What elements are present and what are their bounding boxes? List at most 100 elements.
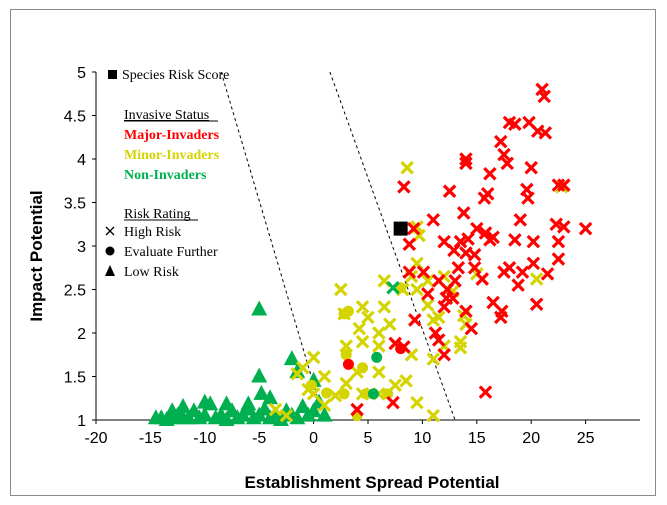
minor-invader-evaluate-point — [340, 349, 352, 361]
major-invader-high-risk-point — [521, 191, 535, 205]
y-tick-label: 3 — [77, 239, 86, 256]
major-invader-high-risk-point — [448, 274, 462, 288]
legend-rating-item: High Risk — [124, 225, 181, 240]
minor-invader-high-risk-point — [382, 317, 397, 332]
major-invader-high-risk-point — [486, 295, 500, 310]
x-tick-label: 25 — [577, 430, 595, 447]
major-invader-high-risk-point — [402, 237, 417, 252]
x-tick-label: 5 — [364, 430, 373, 447]
minor-invader-high-risk-point — [529, 272, 544, 286]
major-invader-high-risk-point — [551, 234, 566, 249]
minor-invader-high-risk-point — [453, 341, 468, 355]
major-invader-high-risk-point — [526, 234, 541, 249]
non-invader-low-risk-point — [283, 350, 300, 366]
legend-status-title: Invasive Status — [124, 108, 209, 123]
non-invader-low-risk-point — [251, 300, 268, 316]
minor-invader-high-risk-point — [399, 374, 413, 388]
legend-rating-title: Risk Rating — [124, 207, 191, 222]
major-invader-high-risk-point — [500, 156, 515, 171]
major-invader-high-risk-point — [459, 304, 473, 319]
non-invader-low-risk-point — [316, 406, 333, 422]
non-invader-low-risk-point — [289, 363, 306, 379]
x-tick-label: -5 — [252, 430, 266, 447]
minor-invader-evaluate-point — [342, 305, 354, 317]
major-invader-high-risk-point — [426, 213, 441, 227]
major-invader-high-risk-point — [511, 278, 525, 292]
minor-invader-high-risk-point — [317, 369, 332, 384]
non-invader-high-risk-point — [386, 280, 400, 295]
legend-triangle-icon — [105, 265, 115, 276]
threshold-line — [220, 71, 320, 403]
y-tick-label: 1.5 — [64, 370, 86, 387]
minor-invader-high-risk-point — [339, 339, 354, 353]
major-invader-high-risk-point — [402, 265, 417, 279]
major-invader-high-risk-point — [502, 260, 517, 275]
major-invader-high-risk-point — [461, 232, 475, 246]
non-invader-evaluate-point — [371, 351, 383, 363]
major-invader-high-risk-point — [350, 402, 364, 417]
minor-invader-high-risk-point — [372, 365, 386, 379]
legend-status-item: Non-Invaders — [124, 168, 207, 183]
major-invader-high-risk-point — [478, 385, 493, 399]
major-invader-high-risk-point — [551, 252, 566, 266]
minor-invader-high-risk-point — [400, 160, 414, 175]
major-invader-high-risk-point — [557, 220, 571, 234]
legend-status-item: Major-Invaders — [124, 128, 220, 143]
major-invader-high-risk-point — [526, 256, 541, 271]
x-tick-label: -10 — [193, 430, 216, 447]
minor-invader-high-risk-point — [377, 300, 392, 314]
non-invader-low-risk-point — [294, 397, 311, 413]
y-tick-label: 4.5 — [64, 109, 86, 126]
minor-invader-high-risk-point — [352, 321, 367, 336]
minor-invader-high-risk-point — [339, 376, 354, 391]
major-invader-high-risk-point — [451, 260, 466, 275]
major-invader-high-risk-point — [524, 160, 538, 175]
major-invader-high-risk-point — [537, 89, 552, 104]
legend-x-icon — [105, 226, 115, 236]
major-invader-high-risk-point — [508, 117, 522, 131]
non-invader-evaluate-point — [367, 388, 379, 400]
y-tick-label: 4 — [77, 152, 86, 169]
y-axis-title: Impact Potential — [27, 190, 46, 321]
major-invader-high-risk-point — [483, 233, 497, 247]
non-invader-low-risk-point — [305, 402, 322, 418]
non-invader-low-risk-point — [164, 402, 181, 418]
non-invader-low-risk-point — [251, 367, 268, 383]
x-tick-label: 15 — [468, 430, 486, 447]
minor-invader-evaluate-point — [321, 387, 333, 399]
y-tick-label: 3.5 — [64, 196, 86, 213]
species-risk-score-marker — [393, 221, 408, 236]
major-invader-high-risk-point — [538, 126, 553, 140]
y-tick-label: 1 — [77, 413, 86, 430]
non-invader-low-risk-point — [196, 393, 213, 409]
minor-invader-high-risk-point — [426, 408, 441, 423]
minor-invader-high-risk-point — [268, 402, 283, 417]
major-invader-high-risk-point — [431, 274, 446, 288]
x-tick-label: 0 — [309, 430, 318, 447]
major-invader-high-risk-point — [421, 287, 435, 301]
x-tick-label: -15 — [139, 430, 162, 447]
minor-invader-high-risk-point — [431, 310, 446, 325]
major-invader-high-risk-point — [459, 156, 473, 171]
major-invader-high-risk-point — [467, 247, 482, 262]
legend-status-item: Minor-Invaders — [124, 148, 220, 163]
minor-invader-high-risk-point — [355, 300, 370, 314]
legend-circle-icon — [105, 246, 115, 256]
minor-invader-evaluate-point — [360, 388, 372, 400]
non-invader-low-risk-point — [262, 389, 279, 405]
minor-invader-high-risk-point — [317, 398, 332, 412]
major-invader-high-risk-point — [467, 260, 482, 275]
major-invader-evaluate-point — [395, 343, 407, 355]
minor-invader-high-risk-point — [279, 408, 294, 423]
major-invader-high-risk-point — [456, 206, 471, 220]
minor-invader-evaluate-point — [357, 362, 369, 374]
major-invader-high-risk-point — [416, 265, 431, 279]
y-tick-label: 2.5 — [64, 283, 86, 300]
major-invader-high-risk-point — [483, 167, 497, 181]
major-invader-high-risk-point — [513, 213, 528, 227]
legend-square-icon — [108, 70, 117, 79]
major-invader-high-risk-point — [515, 265, 530, 279]
minor-invader-evaluate-point — [338, 388, 350, 400]
minor-invader-high-risk-point — [388, 378, 402, 392]
